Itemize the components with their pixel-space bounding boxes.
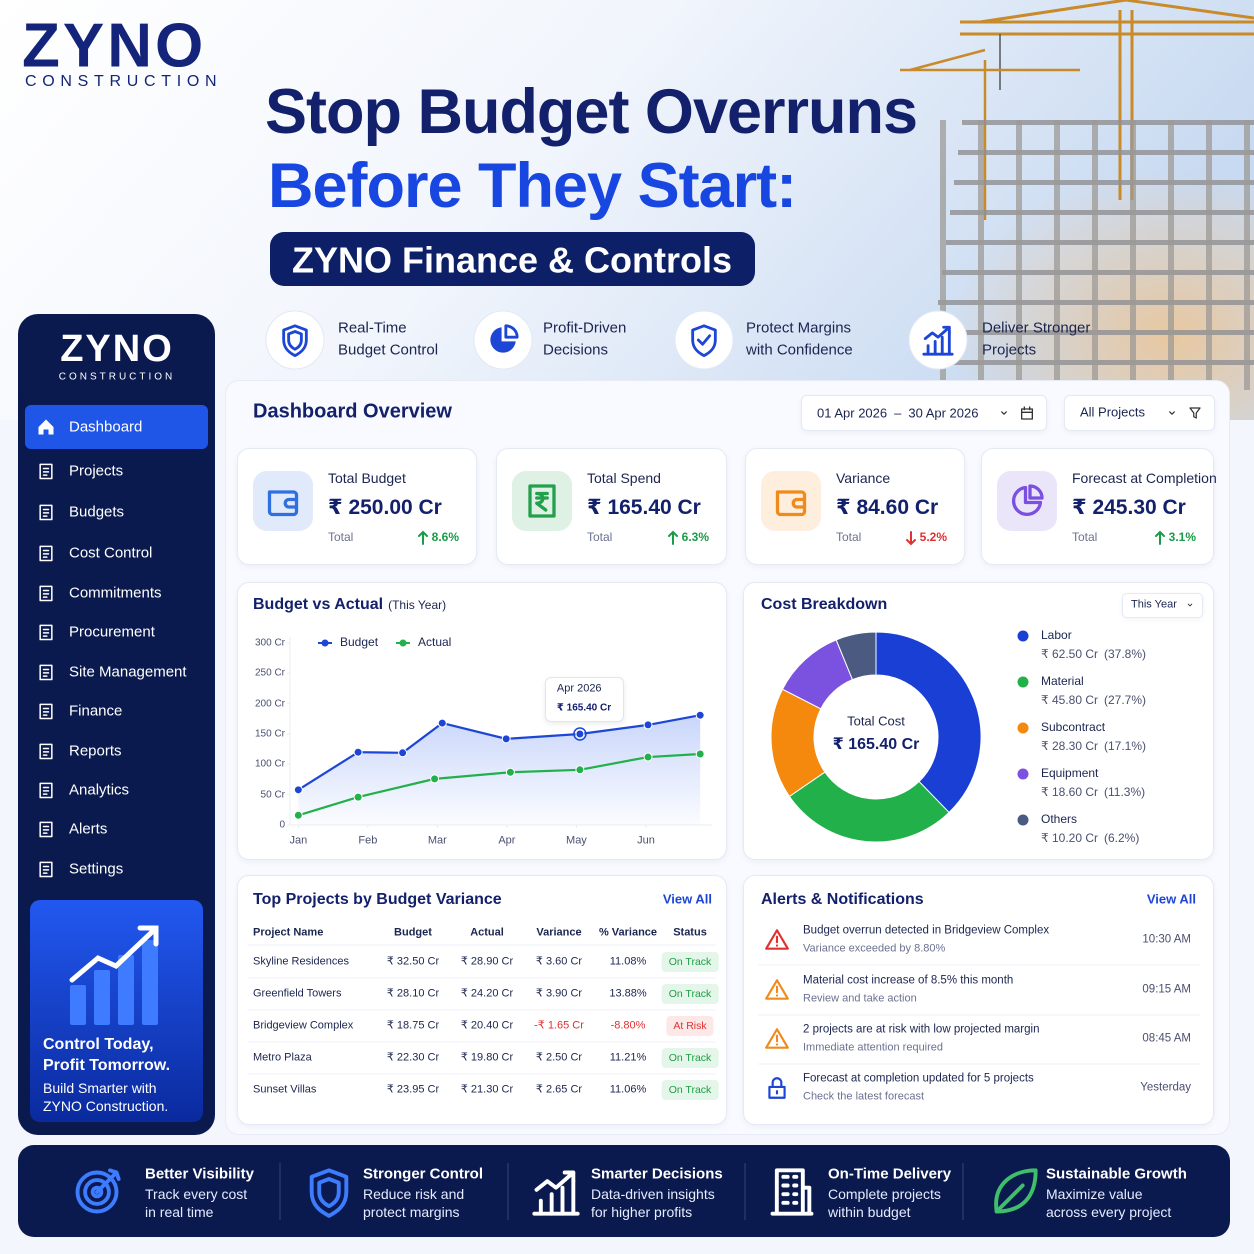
building-column bbox=[1168, 120, 1174, 390]
crane bbox=[900, 48, 1080, 220]
menu-item[interactable]: Settings bbox=[69, 860, 124, 878]
tooltip bbox=[544, 677, 624, 722]
building-column bbox=[1130, 120, 1136, 390]
menu-item[interactable]: Site Management bbox=[69, 663, 187, 681]
menu-item[interactable]: Commitments bbox=[69, 584, 162, 602]
building-column bbox=[1206, 120, 1212, 390]
building-column bbox=[1244, 120, 1250, 390]
building-column bbox=[1092, 120, 1098, 390]
building-column bbox=[1016, 120, 1022, 390]
benefits-bar bbox=[18, 1145, 1230, 1237]
kpi-icon-bg bbox=[512, 471, 572, 531]
view-all-link[interactable]: View All bbox=[1146, 891, 1196, 907]
table-card bbox=[237, 875, 727, 1125]
date-range[interactable]: 01 Apr 2026–30 Apr 2026 bbox=[817, 406, 978, 421]
menu-item[interactable]: Projects bbox=[69, 462, 124, 480]
building-slab bbox=[946, 240, 1254, 245]
building-slab bbox=[954, 180, 1254, 185]
menu-item[interactable]: Procurement bbox=[69, 623, 155, 641]
menu-item[interactable]: Analytics bbox=[69, 781, 130, 799]
period-text[interactable]: This Year bbox=[1131, 598, 1177, 611]
building-column bbox=[1054, 120, 1060, 390]
chart-card bbox=[237, 582, 727, 860]
date-text: 01 Apr 2026 bbox=[817, 405, 888, 421]
menu-item[interactable]: Dashboard bbox=[69, 418, 143, 436]
building-slab bbox=[958, 150, 1254, 155]
menu-item[interactable]: Budgets bbox=[69, 503, 125, 521]
building-column bbox=[978, 120, 984, 390]
building-slab bbox=[962, 120, 1254, 125]
chart-card bbox=[743, 582, 1214, 860]
date-text: 30 Apr 2026 bbox=[908, 405, 979, 421]
menu-item[interactable]: Cost Control bbox=[69, 544, 153, 562]
menu-item[interactable]: Finance bbox=[69, 702, 123, 720]
building-slab bbox=[950, 210, 1254, 215]
alerts-card bbox=[743, 875, 1214, 1125]
kpi-icon-bg bbox=[761, 471, 821, 531]
promo-card bbox=[30, 900, 203, 1122]
view-all-link[interactable]: View All bbox=[662, 891, 712, 907]
crane bbox=[960, 0, 1254, 200]
building-column bbox=[940, 120, 946, 390]
kpi-icon-bg bbox=[253, 471, 313, 531]
date-text: – bbox=[894, 405, 902, 421]
menu-item[interactable]: Alerts bbox=[69, 820, 108, 838]
menu-item[interactable]: Reports bbox=[69, 742, 122, 760]
headline-badge bbox=[270, 232, 755, 286]
menu-active-bg bbox=[25, 405, 208, 449]
filter-text[interactable]: All Projects bbox=[1080, 404, 1146, 420]
kpi-icon-bg bbox=[997, 471, 1057, 531]
